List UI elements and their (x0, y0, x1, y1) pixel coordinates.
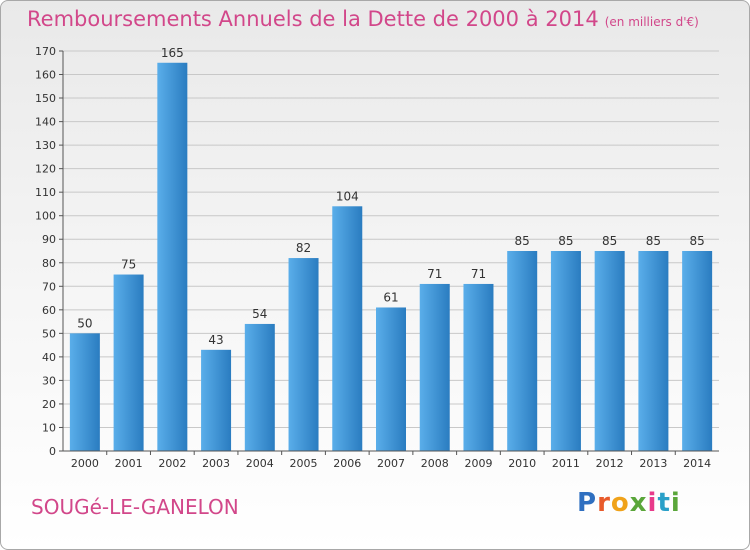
y-tick-label: 40 (42, 351, 56, 364)
proxiti-logo: Proxiti (577, 488, 681, 518)
bar-value-label: 54 (252, 307, 267, 321)
logo-letter: t (657, 488, 671, 518)
logo-letter: i (647, 488, 658, 518)
x-tick-label: 2001 (115, 457, 143, 470)
bar-value-label: 165 (161, 46, 184, 60)
bar-value-label: 104 (336, 189, 359, 203)
bar (550, 251, 581, 451)
logo-letter: x (629, 488, 648, 518)
bar (638, 251, 669, 451)
bar-value-label: 43 (208, 333, 223, 347)
bar (113, 274, 144, 451)
x-tick-label: 2004 (246, 457, 274, 470)
x-tick-label: 2002 (158, 457, 186, 470)
y-tick-label: 170 (35, 45, 56, 58)
bar (594, 251, 625, 451)
y-tick-label: 120 (35, 163, 56, 176)
chart-title-text: Remboursements Annuels de la Dette de 20… (27, 7, 599, 31)
bar (201, 349, 232, 451)
y-tick-label: 60 (42, 304, 56, 317)
x-tick-label: 2005 (290, 457, 318, 470)
bar-value-label: 50 (77, 316, 92, 330)
y-tick-label: 130 (35, 139, 56, 152)
bar (332, 206, 363, 451)
bar (682, 251, 713, 451)
chart-subtitle: (en milliers d'€) (604, 15, 699, 29)
x-tick-label: 2000 (71, 457, 99, 470)
bar-value-label: 85 (515, 234, 530, 248)
bar (244, 323, 275, 451)
bar-value-label: 61 (383, 290, 398, 304)
bar (507, 251, 538, 451)
y-tick-label: 10 (42, 421, 56, 434)
bar (463, 283, 494, 451)
bar-value-label: 85 (646, 234, 661, 248)
bar-value-label: 82 (296, 241, 311, 255)
x-tick-label: 2006 (333, 457, 361, 470)
bar (69, 333, 100, 451)
bar-value-label: 71 (427, 267, 442, 281)
logo-letter: r (597, 488, 611, 518)
y-tick-label: 80 (42, 257, 56, 270)
y-tick-label: 150 (35, 92, 56, 105)
y-tick-label: 30 (42, 374, 56, 387)
logo-letter: o (610, 488, 630, 518)
logo-letter: P (577, 488, 598, 518)
x-tick-label: 2009 (464, 457, 492, 470)
logo-letter: i (670, 488, 681, 518)
y-tick-label: 70 (42, 280, 56, 293)
y-tick-label: 100 (35, 210, 56, 223)
x-tick-label: 2008 (421, 457, 449, 470)
bar (288, 258, 319, 451)
x-tick-label: 2011 (552, 457, 580, 470)
bar (157, 62, 188, 451)
y-tick-label: 50 (42, 327, 56, 340)
x-tick-label: 2007 (377, 457, 405, 470)
x-tick-label: 2010 (508, 457, 536, 470)
bar (419, 283, 450, 451)
y-tick-label: 20 (42, 398, 56, 411)
y-tick-label: 0 (49, 445, 56, 458)
bar-value-label: 85 (602, 234, 617, 248)
x-tick-label: 2014 (683, 457, 711, 470)
y-tick-label: 140 (35, 116, 56, 129)
y-tick-label: 110 (35, 186, 56, 199)
bar-value-label: 85 (689, 234, 704, 248)
bar-value-label: 71 (471, 267, 486, 281)
x-tick-label: 2003 (202, 457, 230, 470)
bar-value-label: 75 (121, 258, 136, 272)
bar-value-label: 85 (558, 234, 573, 248)
x-tick-label: 2012 (596, 457, 624, 470)
bar (376, 307, 406, 451)
y-tick-label: 90 (42, 233, 56, 246)
x-tick-label: 2013 (639, 457, 667, 470)
chart-title: Remboursements Annuels de la Dette de 20… (27, 7, 699, 31)
y-tick-label: 160 (35, 69, 56, 82)
commune-name: SOUGé-LE-GANELON (31, 495, 239, 519)
